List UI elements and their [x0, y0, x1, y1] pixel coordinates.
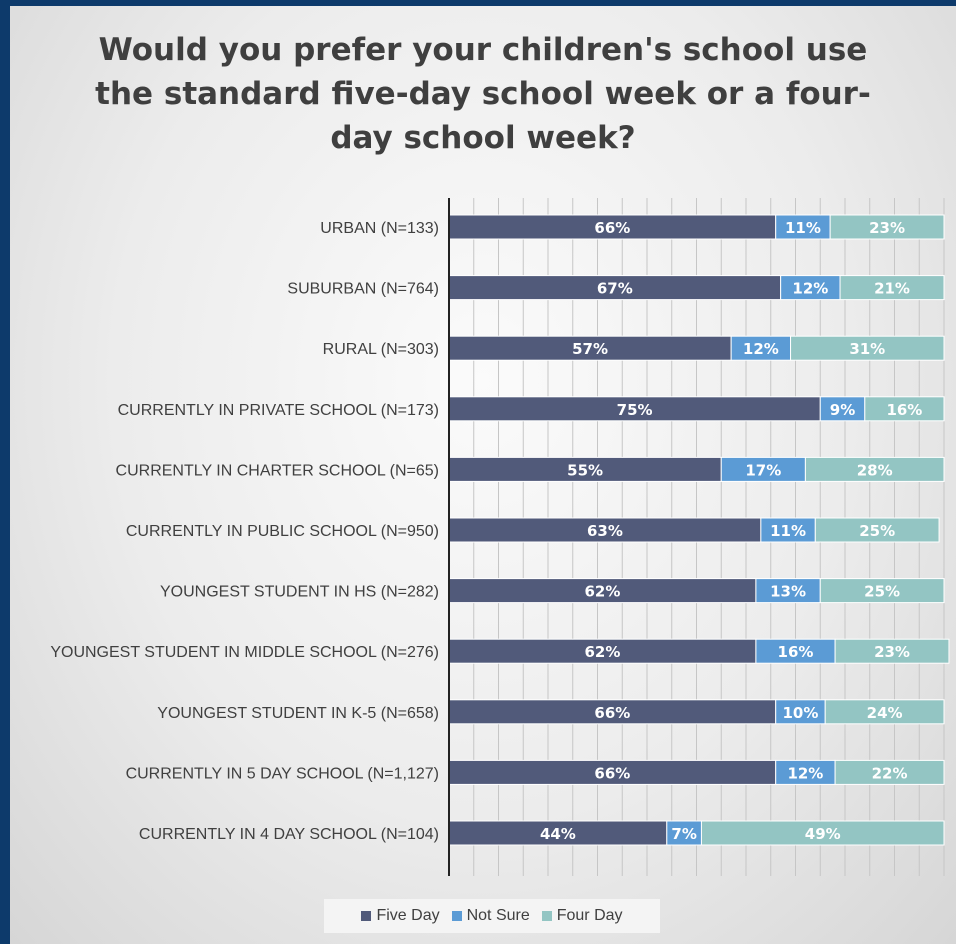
data-label: 55% — [567, 461, 603, 479]
chart-title: Would you prefer your children's school … — [10, 28, 956, 160]
data-label: 17% — [745, 461, 781, 479]
bar-segment — [448, 517, 762, 543]
data-label: 9% — [830, 401, 855, 419]
bar-segment — [755, 638, 836, 664]
chart-legend: Five Day Not Sure Four Day — [324, 899, 660, 933]
bar-segment — [760, 517, 816, 543]
data-label: 12% — [743, 340, 779, 358]
data-label: 63% — [587, 522, 623, 540]
data-label: 16% — [886, 401, 922, 419]
category-label: CURRENTLY IN 5 DAY SCHOOL (N=1,127) — [126, 765, 439, 782]
data-label: 12% — [787, 764, 823, 782]
legend-label-not-sure: Not Sure — [466, 907, 530, 924]
bar-segment — [819, 396, 866, 422]
category-label: CURRENTLY IN CHARTER SCHOOL (N=65) — [116, 462, 439, 479]
bar-segment — [448, 820, 668, 846]
data-label: 25% — [859, 522, 895, 540]
data-label: 24% — [867, 704, 903, 722]
data-label: 31% — [849, 340, 885, 358]
data-label: 28% — [857, 461, 893, 479]
data-label: 49% — [805, 825, 841, 843]
bar-segment — [814, 517, 940, 543]
data-label: 66% — [594, 219, 630, 237]
category-label: URBAN (N=133) — [320, 220, 439, 237]
category-label: CURRENTLY IN 4 DAY SCHOOL (N=104) — [139, 826, 439, 843]
legend-item-four-day: Four Day — [541, 907, 623, 925]
bar-segment — [755, 578, 821, 604]
data-label: 25% — [864, 583, 900, 601]
category-label: YOUNGEST STUDENT IN MIDDLE SCHOOL (N=276… — [50, 644, 439, 661]
bar-segment — [829, 214, 945, 240]
legend-item-five-day: Five Day — [361, 907, 440, 925]
bar-segment — [834, 759, 945, 785]
data-label: 11% — [785, 219, 821, 237]
bar-segment — [780, 275, 841, 301]
legend-label-four-day: Four Day — [556, 907, 623, 924]
category-label: SUBURBAN (N=764) — [287, 281, 439, 298]
bar-segment — [839, 275, 945, 301]
data-label: 11% — [770, 522, 806, 540]
legend-label-five-day: Five Day — [376, 907, 440, 924]
data-label: 16% — [778, 643, 814, 661]
chart-title-line-1: Would you prefer your children's school … — [98, 32, 868, 68]
bar-segment — [775, 759, 836, 785]
category-label: YOUNGEST STUDENT IN K-5 (N=658) — [157, 705, 439, 722]
bar-segment — [804, 456, 945, 482]
data-label: 75% — [617, 401, 653, 419]
legend-swatch-four-day — [541, 911, 552, 921]
chart-title-line-2: the standard five-day school week or a f… — [95, 76, 871, 112]
data-label: 66% — [594, 764, 630, 782]
data-label: 10% — [782, 704, 818, 722]
bar-segment — [730, 335, 792, 361]
bar-segment — [700, 820, 945, 846]
chart-frame: Would you prefer your children's school … — [10, 6, 956, 944]
data-label: 13% — [770, 583, 806, 601]
chart-title-line-3: day school week? — [330, 120, 636, 156]
data-label: 12% — [792, 280, 828, 298]
bar-segment — [448, 578, 757, 604]
bar-segment — [790, 335, 945, 361]
data-label: 7% — [671, 825, 696, 843]
bar-segment — [864, 396, 945, 422]
bar-segment — [819, 578, 945, 604]
data-label: 23% — [874, 643, 910, 661]
category-label: CURRENTLY IN PUBLIC SCHOOL (N=950) — [126, 523, 439, 540]
data-label: 23% — [869, 219, 905, 237]
category-label: RURAL (N=303) — [323, 341, 439, 358]
data-label: 66% — [594, 704, 630, 722]
bar-segment — [824, 699, 945, 725]
bar-segment — [448, 699, 777, 725]
category-label: CURRENTLY IN PRIVATE SCHOOL (N=173) — [118, 402, 439, 419]
data-label: 22% — [872, 764, 908, 782]
data-label: 44% — [540, 825, 576, 843]
bar-segment — [834, 638, 950, 664]
bar-segment — [775, 214, 831, 240]
data-label: 57% — [572, 340, 608, 358]
category-label: YOUNGEST STUDENT IN HS (N=282) — [160, 584, 439, 601]
bar-chart: URBAN (N=133) 66% 11% 23% SUBURBAN (N=764) 67… — [50, 198, 950, 876]
data-label: 62% — [584, 583, 620, 601]
data-label: 21% — [874, 280, 910, 298]
legend-swatch-not-sure — [451, 911, 462, 921]
legend-item-not-sure: Not Sure — [451, 907, 530, 925]
data-label: 67% — [597, 280, 633, 298]
data-label: 62% — [584, 643, 620, 661]
legend-swatch-five-day — [361, 911, 372, 921]
